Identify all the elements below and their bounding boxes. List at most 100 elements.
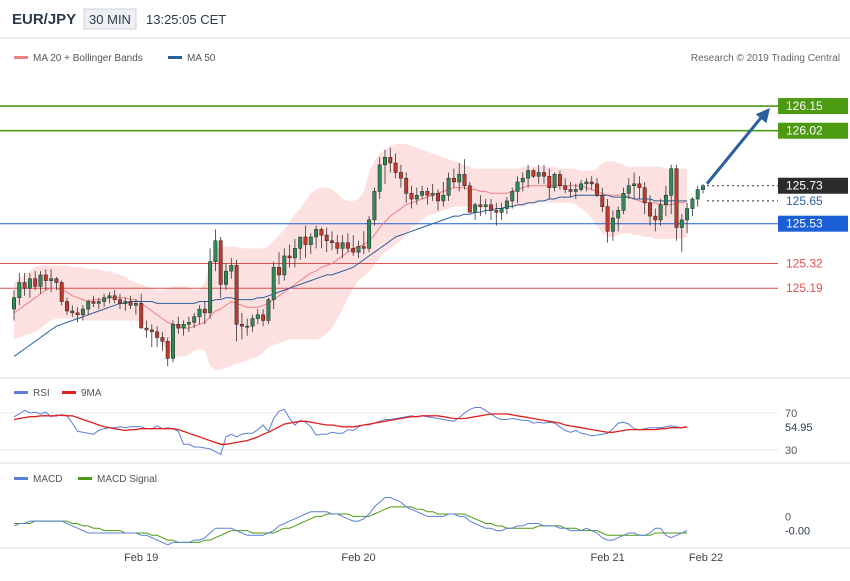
price-panel: 126.15 126.02 125.53 125.32 125.19 125.73125.… xyxy=(0,98,848,370)
candle-body-106 xyxy=(573,189,578,192)
candle-body-126 xyxy=(679,219,684,228)
candle-body-46 xyxy=(255,314,260,319)
candle-body-81 xyxy=(441,194,446,202)
candle-body-94 xyxy=(510,191,515,202)
rsi-tick-0: 70 xyxy=(785,408,797,420)
candle-body-110 xyxy=(595,183,599,196)
candle-body-51 xyxy=(282,255,287,276)
candle-body-13 xyxy=(80,308,85,316)
rsi-legend-label: RSI xyxy=(33,388,50,399)
candle-body-15 xyxy=(91,301,96,304)
macd-value-label: -0.00 xyxy=(785,526,810,538)
level-label-4: 125.19 xyxy=(786,281,823,295)
time-label: 13:25:05 CET xyxy=(146,12,226,27)
candle-body-23 xyxy=(133,303,138,306)
candle-body-30 xyxy=(171,324,175,359)
candle-body-29 xyxy=(165,341,170,359)
candle-body-103 xyxy=(557,174,562,186)
candle-body-113 xyxy=(610,217,615,232)
level-label-1: 126.02 xyxy=(786,124,823,138)
candle-body-59 xyxy=(324,234,329,242)
candle-body-39 xyxy=(218,240,223,285)
candle-body-80 xyxy=(436,193,440,202)
candle-body-100 xyxy=(542,172,546,177)
candle-body-69 xyxy=(377,164,382,192)
candle-body-125 xyxy=(674,168,679,228)
x-tick-label-3: Feb 22 xyxy=(689,552,723,564)
macd-tick-0: 0 xyxy=(785,511,791,523)
candle-body-78 xyxy=(425,191,430,196)
level-label-3: 125.32 xyxy=(786,257,823,271)
candle-body-95 xyxy=(515,181,520,192)
level-tag-4 xyxy=(778,280,848,297)
candle-body-112 xyxy=(605,206,610,232)
level-label-0: 126.15 xyxy=(786,99,823,113)
candle-body-0 xyxy=(12,297,16,310)
macd-legend-swatch xyxy=(14,477,28,480)
candle-body-62 xyxy=(340,242,345,249)
candle-body-120 xyxy=(648,202,652,217)
candle-body-118 xyxy=(637,183,642,188)
candle-body-2 xyxy=(22,282,27,289)
candle-body-37 xyxy=(208,261,213,314)
candle-body-21 xyxy=(123,301,128,304)
candle-body-115 xyxy=(621,193,626,211)
symbol-label: EUR/JPY xyxy=(12,11,76,28)
candle-body-98 xyxy=(531,170,536,177)
candle-body-56 xyxy=(308,236,313,245)
candle-body-55 xyxy=(303,236,308,245)
candle-body-73 xyxy=(398,172,403,179)
candle-body-35 xyxy=(197,308,202,317)
candle-body-42 xyxy=(234,265,239,325)
candle-body-40 xyxy=(224,270,228,285)
candle-body-4 xyxy=(33,278,38,287)
candle-body-63 xyxy=(345,242,350,249)
candle-body-43 xyxy=(239,324,244,327)
candle-body-107 xyxy=(579,183,584,190)
rsi-ma-legend-label: 9MA xyxy=(81,388,102,399)
candle-body-87 xyxy=(473,204,478,213)
candle-body-54 xyxy=(298,236,303,249)
candle-body-19 xyxy=(112,295,117,300)
candle-body-8 xyxy=(54,278,59,283)
macd-signal-legend-swatch xyxy=(78,477,92,480)
candle-body-41 xyxy=(229,265,234,272)
candle-body-77 xyxy=(420,191,425,196)
rsi-line xyxy=(13,407,688,456)
candle-body-123 xyxy=(663,194,668,205)
macd-legend-label: MACD xyxy=(33,474,62,485)
candle-body-65 xyxy=(356,246,361,253)
ma50-legend-swatch xyxy=(168,56,182,59)
candle-body-26 xyxy=(149,329,154,333)
candle-body-53 xyxy=(292,248,297,259)
candle-body-3 xyxy=(27,278,32,289)
candle-body-34 xyxy=(192,316,197,323)
candle-body-114 xyxy=(616,210,621,219)
timeframe-label: 30 MIN xyxy=(89,12,131,27)
candle-body-124 xyxy=(669,168,674,196)
candle-body-11 xyxy=(70,310,75,314)
macd-signal-legend-label: MACD Signal xyxy=(97,474,157,485)
candle-body-44 xyxy=(245,325,250,328)
candle-body-88 xyxy=(478,204,483,207)
candle-body-74 xyxy=(404,177,409,194)
candle-body-14 xyxy=(86,301,91,310)
candle-body-50 xyxy=(277,267,281,276)
candle-body-92 xyxy=(499,208,504,213)
x-tick-label-0: Feb 19 xyxy=(124,552,158,564)
rsi-tick-1: 30 xyxy=(785,445,797,457)
candle-body-32 xyxy=(181,324,186,329)
rsi-value-label: 54.95 xyxy=(785,422,813,434)
candle-body-36 xyxy=(202,308,207,314)
level-tag-3 xyxy=(778,255,848,272)
candle-body-58 xyxy=(319,229,324,236)
candle-body-28 xyxy=(160,337,165,342)
candle-body-60 xyxy=(330,240,334,243)
candle-body-72 xyxy=(393,162,398,173)
candle-body-64 xyxy=(351,248,356,253)
level-tag-2 xyxy=(778,215,848,232)
last-price-label: 125.73 xyxy=(786,179,823,193)
ma20-legend-label: MA 20 + Bollinger Bands xyxy=(33,53,143,64)
